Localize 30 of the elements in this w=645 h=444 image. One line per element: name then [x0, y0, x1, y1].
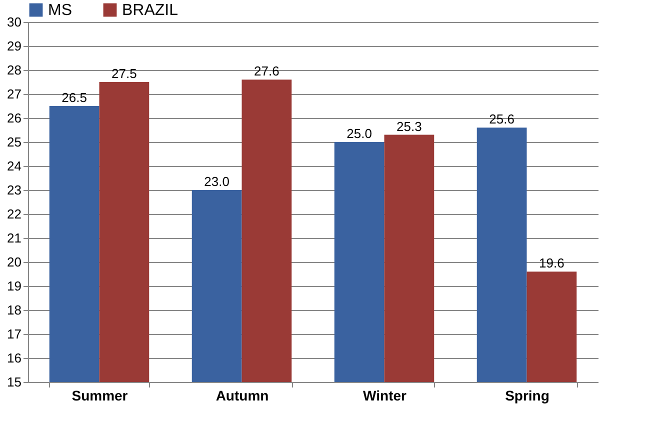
- x-tick-label: Spring: [505, 388, 550, 404]
- y-tick-label: 22: [7, 206, 22, 222]
- y-tick-label: 18: [7, 302, 22, 318]
- y-tick-label: 16: [7, 350, 22, 366]
- y-tick-label: 19: [7, 278, 22, 294]
- y-tick-label: 29: [7, 38, 22, 54]
- data-label: 26.5: [62, 90, 87, 105]
- data-label: 27.5: [112, 66, 137, 81]
- y-tick-label: 27: [7, 86, 22, 102]
- x-tick-label: Autumn: [216, 388, 269, 404]
- y-tick-label: 15: [7, 374, 22, 390]
- y-tick-label: 25: [7, 134, 22, 150]
- data-label: 23.0: [204, 174, 230, 189]
- x-tick-label: Summer: [72, 388, 128, 404]
- y-tick-label: 30: [7, 14, 22, 30]
- legend-label: BRAZIL: [122, 2, 178, 19]
- data-label: 19.6: [539, 256, 564, 271]
- y-tick-label: 23: [7, 182, 22, 198]
- legend-label: MS: [48, 2, 72, 19]
- x-tick-label: Winter: [363, 388, 408, 404]
- y-tick-label: 26: [7, 110, 22, 126]
- data-label: 25.6: [489, 112, 514, 127]
- y-tick-label: 21: [7, 230, 22, 246]
- y-tick-label: 28: [7, 62, 22, 78]
- data-label: 25.0: [346, 126, 372, 141]
- y-tick-label: 24: [7, 158, 22, 174]
- data-label: 25.3: [396, 118, 422, 134]
- data-label: 27.6: [254, 64, 280, 79]
- y-tick-label: 17: [7, 326, 22, 342]
- y-tick-label: 20: [7, 254, 22, 270]
